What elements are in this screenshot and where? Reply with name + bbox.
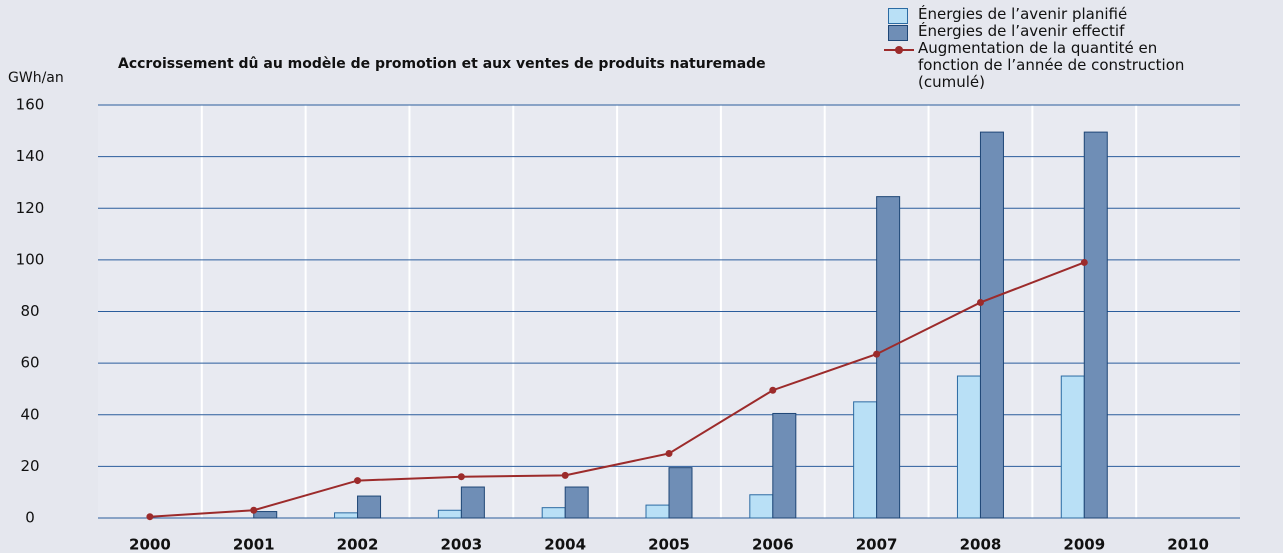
x-tick-label: 2002 xyxy=(337,536,379,553)
y-axis-label: GWh/an xyxy=(8,70,64,86)
x-tick-label: 2009 xyxy=(1063,536,1105,553)
x-tick-label: 2005 xyxy=(648,536,690,553)
y-tick-label: 100 xyxy=(16,250,45,268)
legend-label: Énergies de l’avenir effectif xyxy=(918,22,1125,40)
y-tick-label: 140 xyxy=(16,147,45,165)
bar xyxy=(956,375,981,519)
line xyxy=(149,261,1085,518)
y-tick-label: 20 xyxy=(20,457,39,475)
x-tick-label: 2000 xyxy=(129,536,171,553)
x-tick-label: 2008 xyxy=(960,536,1002,553)
line-point xyxy=(146,513,154,521)
bar xyxy=(541,507,566,519)
bar xyxy=(1083,131,1108,519)
bar xyxy=(357,495,382,519)
legend-label: Énergies de l’avenir planifié xyxy=(918,5,1128,23)
bar xyxy=(749,494,774,519)
y-tick-label: 60 xyxy=(20,354,39,372)
bar xyxy=(437,509,462,519)
y-tick-label: 40 xyxy=(20,405,39,423)
legend: Énergies de l’avenir planifié Énergies de… xyxy=(884,6,1264,91)
y-tick-label: 80 xyxy=(20,302,39,320)
bar xyxy=(645,504,670,519)
x-tick-label: 2006 xyxy=(752,536,794,553)
legend-swatch xyxy=(888,25,908,41)
line-point xyxy=(769,386,777,394)
bar xyxy=(253,511,278,519)
line-point xyxy=(354,477,362,485)
bar xyxy=(876,196,901,519)
line-point xyxy=(976,298,984,306)
x-tick-label: 2004 xyxy=(544,536,586,553)
bar xyxy=(668,467,693,519)
chart-title: Accroissement dû au modèle de promotion … xyxy=(118,56,766,72)
bar xyxy=(772,412,797,519)
bar xyxy=(564,486,589,519)
line-point xyxy=(457,473,465,481)
bar xyxy=(979,131,1004,519)
legend-item: Augmentation de la quantité en fonction … xyxy=(884,40,1264,91)
x-tick-label: 2003 xyxy=(440,536,482,553)
line-point xyxy=(873,350,881,358)
legend-item: Énergies de l’avenir planifié xyxy=(884,5,1264,24)
x-tick-label: 2001 xyxy=(233,536,275,553)
line-point xyxy=(1080,258,1088,266)
y-tick-label: 0 xyxy=(25,509,35,527)
y-tick-label: 160 xyxy=(16,96,45,114)
x-tick-label: 2007 xyxy=(856,536,898,553)
bar xyxy=(853,401,878,519)
legend-swatch xyxy=(888,8,908,24)
line-point xyxy=(250,506,258,514)
line-point xyxy=(561,471,569,479)
legend-item: Énergies de l’avenir effectif xyxy=(884,22,1264,41)
legend-dot xyxy=(895,46,903,54)
y-tick-label: 120 xyxy=(16,199,45,217)
bar xyxy=(1060,375,1085,519)
bar xyxy=(460,486,485,519)
legend-label: Augmentation de la quantité en fonction … xyxy=(918,39,1185,91)
bar xyxy=(334,512,359,519)
x-tick-label: 2010 xyxy=(1167,536,1209,553)
line-point xyxy=(665,449,673,457)
